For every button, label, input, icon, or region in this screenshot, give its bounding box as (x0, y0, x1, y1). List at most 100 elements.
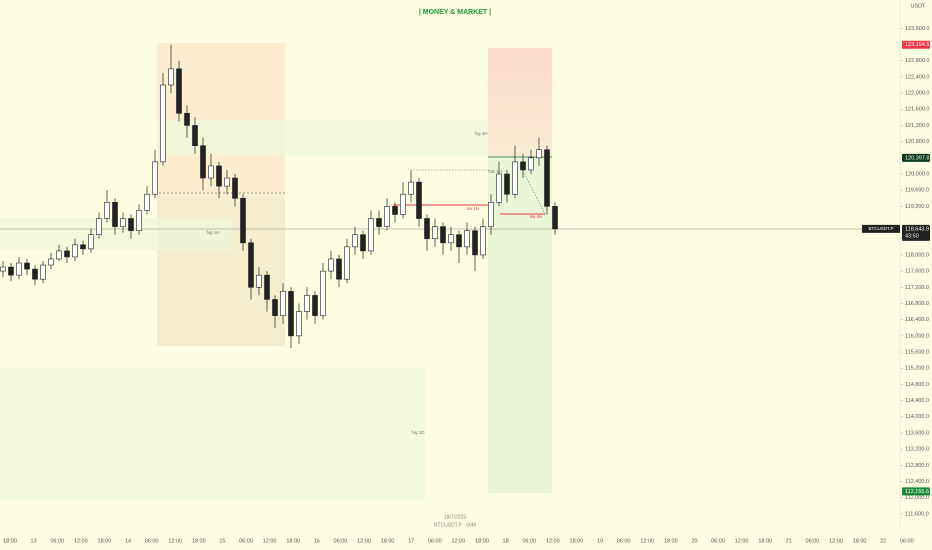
candle-body (376, 218, 382, 227)
annotation: sw 4H (530, 214, 543, 219)
candle-body (104, 202, 110, 219)
candle-body (280, 291, 286, 316)
candle-body (320, 270, 326, 316)
candle-body (200, 145, 206, 179)
candle-body (208, 165, 214, 179)
y-tick-label: 120,000.0 (905, 171, 929, 177)
y-tick-label: 121,600.0 (905, 107, 929, 113)
x-tick-label: 13 (31, 538, 37, 544)
candle-body (152, 161, 158, 195)
x-tick-label: 12:00 (263, 538, 277, 544)
unit-label: USDT (911, 3, 927, 9)
candle-body (128, 218, 134, 231)
candle-body (64, 250, 70, 258)
x-tick-label: 18:00 (3, 538, 17, 544)
y-tick-label: 117,200.0 (905, 285, 929, 291)
candle-body (472, 230, 478, 256)
candle-body (536, 149, 542, 159)
price-tag (902, 153, 930, 162)
y-tick-label: 117,600.0 (905, 269, 929, 275)
x-tick-label: 18:00 (853, 538, 867, 544)
symbol-footer: BTCUSDT.P · 60M (434, 522, 476, 528)
target-zone (488, 157, 552, 493)
candle-body (160, 84, 166, 163)
candle-body (56, 250, 62, 260)
candle-body (344, 246, 350, 280)
candle-body (232, 177, 238, 199)
y-tick-label: 115,200.0 (905, 366, 929, 372)
candle-body (528, 157, 534, 171)
candle-body (216, 165, 222, 187)
price-tag-label: 112,155.6 (905, 489, 929, 495)
candle-body (448, 234, 454, 244)
candle-body (112, 202, 118, 227)
y-tick-label: 113,200.0 (905, 447, 929, 453)
price-tag (902, 40, 930, 49)
candle-body (272, 299, 278, 316)
annotation: fvg 1D (411, 430, 425, 435)
candle-body (408, 181, 414, 195)
x-tick-label: 12:00 (640, 538, 654, 544)
candle-body (144, 193, 150, 211)
candle-body (248, 242, 254, 288)
symbol-label: BTCUSDT.P (868, 226, 893, 231)
x-tick-label: 18:00 (570, 538, 584, 544)
y-tick-label: 121,200.0 (905, 123, 929, 129)
fvg-zone (0, 368, 425, 500)
x-tick-label: 06:00 (806, 538, 820, 544)
annotation: sw 1H (467, 206, 480, 211)
candle-body (544, 149, 550, 207)
candle-body (168, 68, 174, 86)
x-tick-label: 18:00 (758, 538, 772, 544)
y-tick-label: 112,000.0 (905, 495, 929, 501)
candle-body (416, 181, 422, 219)
candle-body (192, 125, 198, 146)
y-tick-label: 122,800.0 (905, 58, 929, 64)
last-price-tag (902, 224, 930, 241)
x-tick-label: 22 (880, 538, 886, 544)
candle-body (328, 258, 334, 272)
y-tick-label: 118,000.0 (905, 252, 929, 258)
x-tick-label: 15 (219, 538, 225, 544)
x-tick-label: 06:00 (428, 538, 442, 544)
candle-body (384, 206, 390, 227)
candle-body (136, 210, 142, 231)
candle-body (360, 234, 366, 252)
x-tick-label: 12:00 (168, 538, 182, 544)
x-tick-label: 06:00 (334, 538, 348, 544)
candle-body (464, 230, 470, 248)
countdown-label: 43:50 (905, 233, 919, 239)
x-tick-label: 18:00 (475, 538, 489, 544)
x-tick-label: 18:00 (664, 538, 678, 544)
y-tick-label: 113,600.0 (905, 430, 929, 436)
candle-body (120, 218, 126, 227)
candle-body (512, 161, 518, 195)
x-tick-label: 12:00 (735, 538, 749, 544)
candle-body (552, 206, 558, 230)
candle-body (88, 234, 94, 250)
x-tick-label: 14 (125, 538, 131, 544)
candle-body (312, 295, 318, 316)
y-tick-label: 112,800.0 (905, 463, 929, 469)
x-tick-label: 06:00 (50, 538, 64, 544)
price-tag-label: 120,397.8 (905, 155, 929, 161)
x-tick-label: 12:00 (546, 538, 560, 544)
annotation: OB 1H (488, 169, 502, 174)
candle-body (24, 262, 30, 270)
price-tag-label: 123,194.5 (905, 42, 929, 48)
x-tick-label: 20 (691, 538, 697, 544)
x-tick-label: 06:00 (522, 538, 536, 544)
candle-body (32, 268, 38, 280)
candle-body (304, 295, 310, 312)
y-tick-label: 122,400.0 (905, 74, 929, 80)
range-zone (157, 193, 285, 346)
y-tick-label: 116,000.0 (905, 333, 929, 339)
candle-body (176, 68, 182, 114)
candle-body (72, 244, 78, 258)
candle-body (480, 226, 486, 256)
candle-body (368, 218, 374, 252)
candle-body (40, 264, 46, 280)
path-line (519, 164, 546, 215)
candle-body (392, 206, 398, 215)
